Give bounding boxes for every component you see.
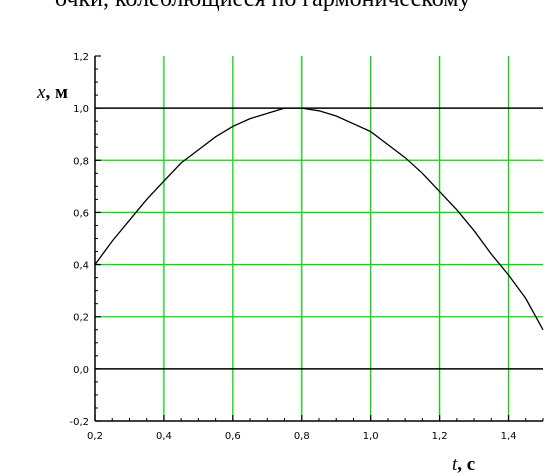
x-tick-label: 1,0 bbox=[363, 431, 379, 442]
y-tick-label: 0,4 bbox=[73, 261, 89, 272]
x-axis-unit: , с bbox=[457, 454, 475, 475]
data-line bbox=[94, 107, 544, 331]
y-tick-label: 0,6 bbox=[73, 208, 89, 219]
x-axis-variable: t bbox=[452, 454, 458, 475]
x-axis-label: t, с bbox=[452, 454, 475, 475]
x-tick-label: 0,8 bbox=[294, 431, 310, 442]
y-tick-label: 1,2 bbox=[73, 52, 89, 63]
y-tick-label: 0,8 bbox=[73, 156, 89, 167]
y-axis-unit: , м bbox=[45, 82, 68, 103]
y-tick-label: -0,2 bbox=[69, 417, 89, 428]
y-tick-label: 1,0 bbox=[73, 104, 89, 115]
y-tick-label: 0,0 bbox=[73, 365, 89, 376]
x-tick-label: 0,6 bbox=[225, 431, 241, 442]
x-tick-label: 1,2 bbox=[432, 431, 448, 442]
caption-text: очки, колеблющиеся по гармоническому bbox=[0, 0, 546, 20]
y-axis-label: x, м bbox=[36, 82, 68, 103]
y-tick-label: 0,2 bbox=[73, 313, 89, 324]
y-axis-variable: x bbox=[36, 82, 46, 103]
x-tick-label: 0,4 bbox=[156, 431, 172, 442]
x-tick-label: 1,4 bbox=[501, 431, 517, 442]
x-tick-label: 0,2 bbox=[87, 431, 103, 442]
